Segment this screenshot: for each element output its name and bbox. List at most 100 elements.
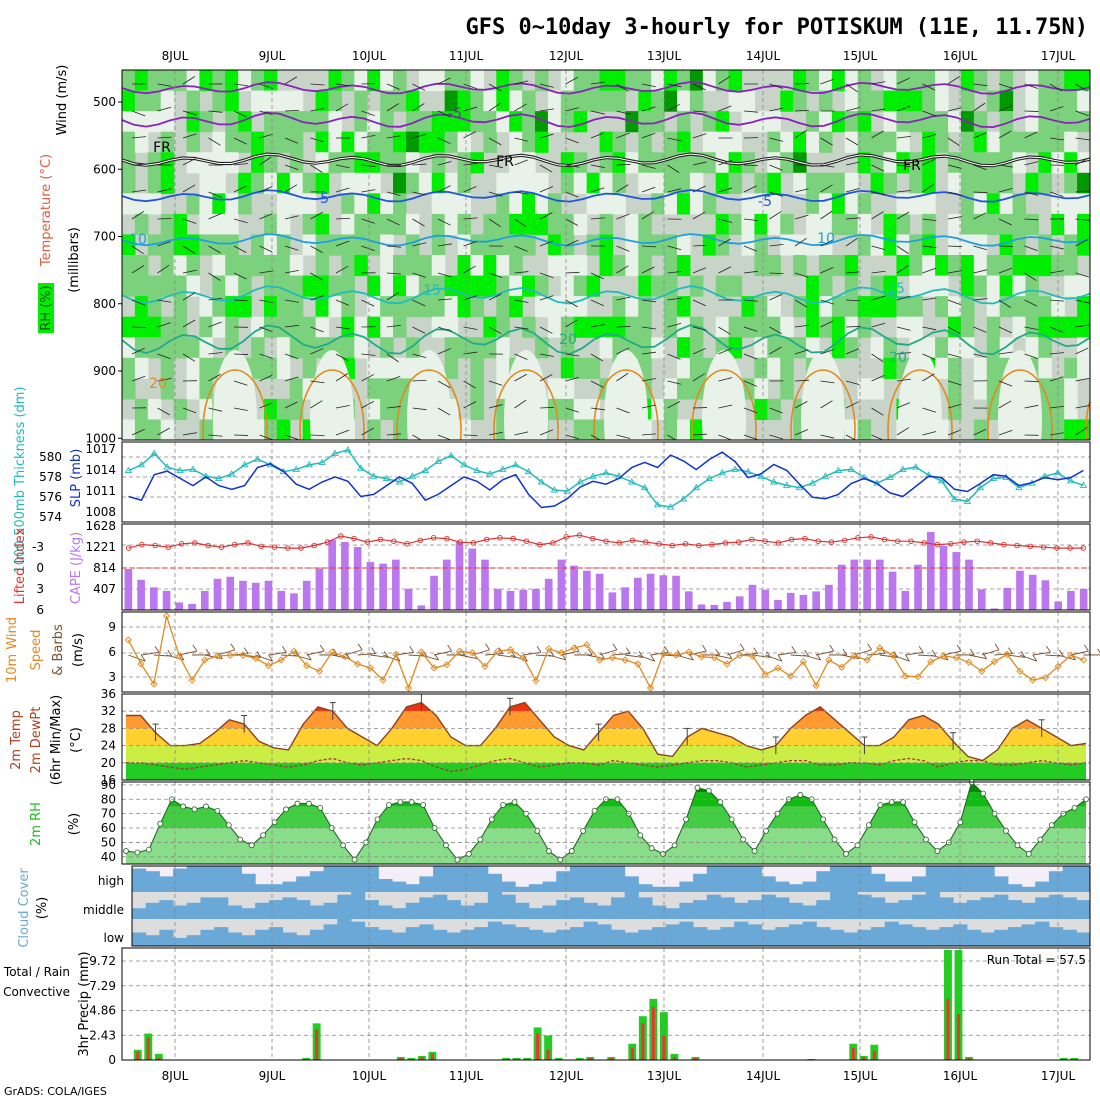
rh-cell	[728, 70, 743, 92]
wind-speed-point	[990, 657, 999, 666]
rh-cell	[251, 90, 265, 112]
lifted-index-point	[1080, 545, 1087, 551]
rh-cell	[509, 70, 523, 92]
cloud-cell	[474, 866, 489, 892]
cape-bar	[990, 608, 999, 610]
rh-cell	[315, 275, 330, 297]
thickness-point	[486, 470, 494, 477]
rh-cell	[263, 152, 278, 174]
cloud-cell	[775, 897, 790, 919]
rh-cell	[883, 357, 897, 379]
wind-barb	[794, 214, 809, 220]
cloud-cell	[241, 873, 256, 892]
convective-precip-bar	[851, 1047, 855, 1060]
rh-cell	[457, 172, 472, 194]
thickness-point	[460, 460, 468, 468]
rh-point	[1037, 836, 1044, 843]
precip-tick-label: 4.86	[89, 1004, 116, 1018]
rh-cell	[767, 296, 781, 318]
date-label-top: 13JUL	[647, 49, 682, 63]
rh-cell	[418, 255, 433, 277]
thickness-point	[1015, 483, 1023, 491]
rh-cell	[844, 213, 859, 236]
wind-barb	[565, 239, 579, 247]
rh-cell	[1012, 275, 1027, 297]
rh-cell	[651, 275, 665, 297]
rh-cell	[444, 296, 459, 318]
convective-precip-bar	[420, 1056, 424, 1060]
lifted-index-point	[523, 538, 530, 544]
rh-cell	[483, 213, 497, 236]
wind-barb	[157, 353, 171, 360]
wind-barb	[361, 401, 375, 409]
wind-barb	[539, 374, 553, 382]
wind-unit-label: (m/s)	[71, 633, 86, 667]
rh-cell	[509, 213, 523, 236]
wind-barb	[1049, 405, 1064, 409]
rh-cell	[431, 172, 446, 194]
rh-cell	[251, 337, 265, 359]
rh-cell	[818, 111, 833, 133]
wind-barb	[514, 373, 527, 382]
rh-cell	[1064, 275, 1078, 297]
cloud-cell	[1062, 866, 1077, 892]
wind-barb	[259, 434, 273, 440]
rh-cell	[599, 213, 614, 236]
wind-barb	[539, 353, 554, 357]
lifted-index-point	[298, 545, 304, 551]
cloud-cell	[953, 924, 968, 946]
rh-cell	[354, 193, 368, 215]
wind-barb	[871, 164, 885, 172]
rh-cell	[780, 378, 794, 400]
wind-barb	[871, 295, 886, 301]
rh-cell	[225, 131, 239, 153]
wind-barb	[879, 654, 898, 658]
rh-cell	[405, 213, 420, 236]
wind-barb	[896, 135, 911, 139]
wind-barb	[259, 353, 273, 359]
convective-precip-bar	[967, 1057, 971, 1060]
thickness-point	[356, 464, 365, 471]
rh-cell	[341, 234, 355, 256]
rh-point	[923, 836, 929, 843]
rh-point	[591, 807, 598, 814]
thickness-point	[215, 474, 223, 482]
temp-label-b: 2m DewPt	[29, 707, 44, 774]
rh-point	[420, 802, 427, 808]
rh-cell	[973, 275, 988, 297]
rh-cell	[238, 193, 252, 215]
wind-barb	[947, 326, 961, 335]
rh-cell	[780, 234, 794, 256]
rh-cell	[896, 296, 910, 318]
thickness-tick-label: 578	[39, 470, 62, 484]
wind-barb	[803, 654, 821, 661]
cloud-cell	[816, 871, 831, 892]
rh-cell	[1077, 275, 1090, 297]
wind-barb	[973, 191, 988, 194]
cloud-cell	[200, 866, 215, 892]
rh-cell	[238, 296, 252, 318]
wind-barb	[361, 374, 375, 382]
wind-barb	[565, 299, 578, 308]
wind-speed-point	[570, 644, 578, 652]
rh-cell	[302, 172, 317, 194]
rh-cell	[315, 296, 330, 318]
cape-bar	[455, 542, 464, 610]
cloud-cell	[515, 886, 530, 892]
wind-barb	[131, 326, 147, 328]
rh-cell	[302, 111, 317, 133]
wind-barb-flag	[664, 646, 669, 653]
rh-cell	[225, 111, 239, 133]
rh-cell	[573, 70, 588, 92]
thickness-point	[253, 455, 262, 462]
rh-cell	[276, 131, 291, 153]
wind-barb	[284, 270, 299, 274]
rh-cell	[612, 296, 626, 318]
wind-barb	[820, 164, 835, 168]
cape-bar	[302, 580, 311, 610]
thickness-point	[550, 486, 559, 493]
wind-barb	[386, 103, 400, 112]
rh-cell	[457, 296, 472, 318]
rh-cell	[405, 111, 420, 133]
cape-bar	[634, 577, 642, 610]
